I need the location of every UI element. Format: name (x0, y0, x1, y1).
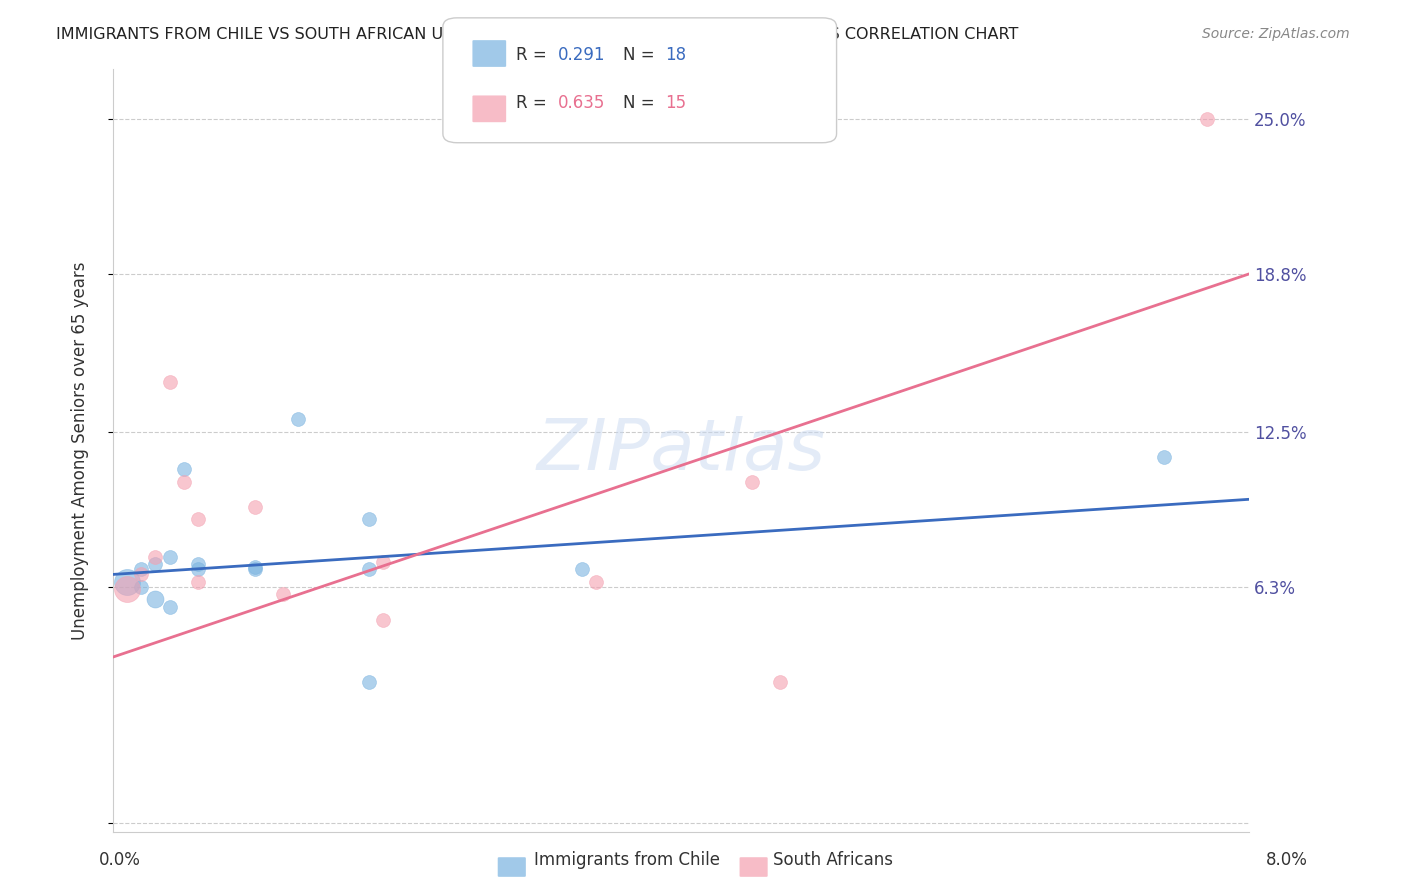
Point (159, 599, 181, 614)
Point (371, 613, 394, 627)
Y-axis label: Unemployment Among Seniors over 65 years: Unemployment Among Seniors over 65 years (72, 261, 89, 640)
Text: ZIPatlas: ZIPatlas (537, 416, 825, 485)
Point (243, 500, 266, 514)
Point (357, 675, 380, 690)
Point (187, 558, 209, 572)
Point (115, 574, 138, 589)
Text: IMMIGRANTS FROM CHILE VS SOUTH AFRICAN UNEMPLOYMENT AMONG SENIORS OVER 65 YEARS : IMMIGRANTS FROM CHILE VS SOUTH AFRICAN U… (56, 27, 1018, 42)
Point (1195, 112, 1218, 126)
Point (357, 562, 380, 576)
Point (357, 512, 380, 526)
Point (243, 562, 266, 576)
Text: N =: N = (623, 46, 659, 64)
Point (1153, 450, 1175, 464)
Point (145, 549, 167, 564)
Text: South Africans: South Africans (773, 851, 893, 869)
Point (129, 580, 152, 594)
Point (371, 555, 394, 569)
Point (159, 549, 181, 564)
Text: Immigrants from Chile: Immigrants from Chile (534, 851, 720, 869)
Text: 18: 18 (665, 46, 686, 64)
Point (173, 475, 195, 489)
Point (173, 462, 195, 476)
Point (585, 574, 607, 589)
Point (145, 558, 167, 572)
Point (115, 582, 138, 597)
Point (187, 562, 209, 576)
Text: 0.0%: 0.0% (98, 851, 141, 869)
Point (243, 560, 266, 574)
Text: Source: ZipAtlas.com: Source: ZipAtlas.com (1202, 27, 1350, 41)
Point (741, 475, 763, 489)
Point (287, 412, 309, 426)
Point (187, 574, 209, 589)
Text: R =: R = (516, 95, 553, 112)
Text: R =: R = (516, 46, 553, 64)
Point (159, 375, 181, 389)
Point (129, 567, 152, 582)
Point (145, 592, 167, 607)
Point (187, 512, 209, 526)
Point (571, 562, 593, 576)
Text: 15: 15 (665, 95, 686, 112)
Point (129, 562, 152, 576)
Text: 0.291: 0.291 (558, 46, 606, 64)
Text: N =: N = (623, 95, 659, 112)
Point (271, 587, 294, 601)
Text: 8.0%: 8.0% (1265, 851, 1308, 869)
Text: 0.635: 0.635 (558, 95, 606, 112)
Point (769, 675, 792, 690)
